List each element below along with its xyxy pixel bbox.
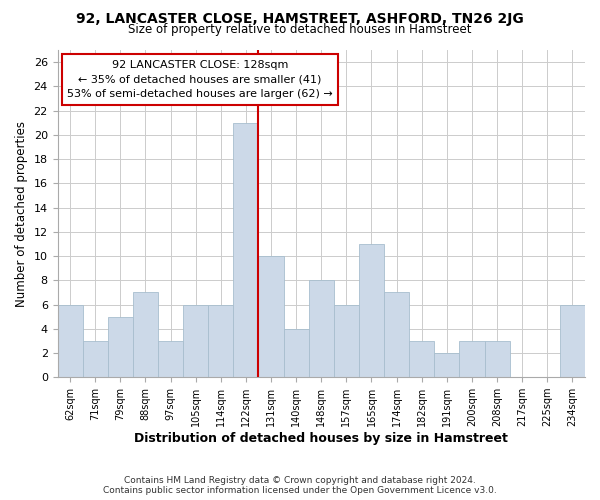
- Bar: [309, 280, 334, 377]
- Bar: [259, 256, 284, 377]
- Bar: [560, 304, 585, 377]
- Text: Contains HM Land Registry data © Crown copyright and database right 2024.
Contai: Contains HM Land Registry data © Crown c…: [103, 476, 497, 495]
- Bar: [334, 304, 359, 377]
- Bar: [359, 244, 384, 377]
- Y-axis label: Number of detached properties: Number of detached properties: [15, 120, 28, 306]
- Bar: [133, 292, 158, 377]
- Bar: [208, 304, 233, 377]
- Bar: [233, 122, 259, 377]
- Text: 92 LANCASTER CLOSE: 128sqm
← 35% of detached houses are smaller (41)
53% of semi: 92 LANCASTER CLOSE: 128sqm ← 35% of deta…: [67, 60, 333, 100]
- Bar: [409, 341, 434, 377]
- Bar: [460, 341, 485, 377]
- Bar: [485, 341, 509, 377]
- X-axis label: Distribution of detached houses by size in Hamstreet: Distribution of detached houses by size …: [134, 432, 508, 445]
- Bar: [284, 328, 309, 377]
- Bar: [83, 341, 108, 377]
- Bar: [158, 341, 183, 377]
- Bar: [384, 292, 409, 377]
- Bar: [108, 316, 133, 377]
- Bar: [434, 353, 460, 377]
- Bar: [58, 304, 83, 377]
- Text: 92, LANCASTER CLOSE, HAMSTREET, ASHFORD, TN26 2JG: 92, LANCASTER CLOSE, HAMSTREET, ASHFORD,…: [76, 12, 524, 26]
- Text: Size of property relative to detached houses in Hamstreet: Size of property relative to detached ho…: [128, 22, 472, 36]
- Bar: [183, 304, 208, 377]
